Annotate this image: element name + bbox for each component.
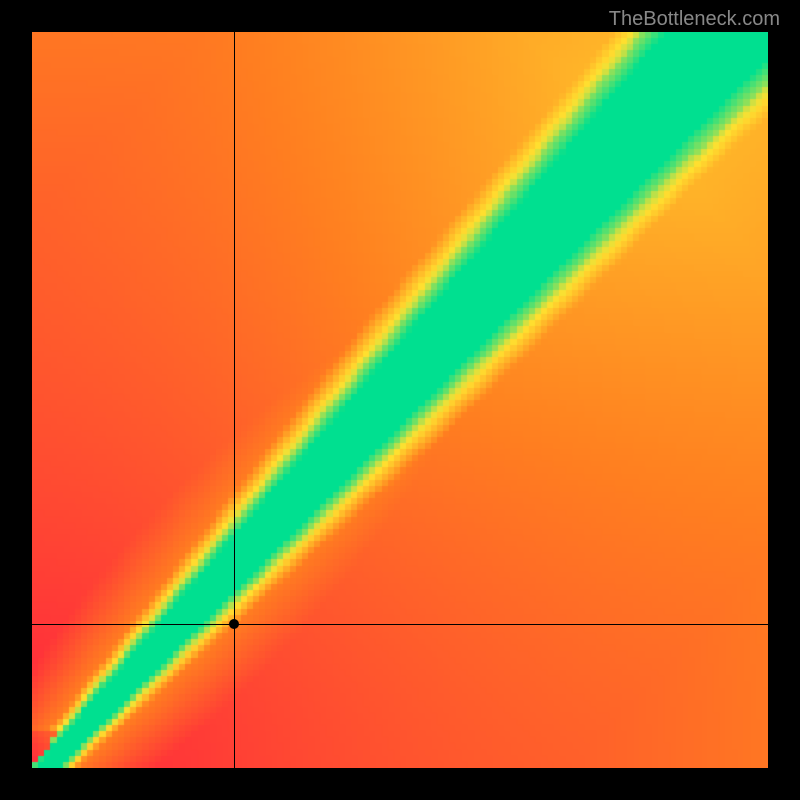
chart-container: TheBottleneck.com xyxy=(0,0,800,800)
data-point xyxy=(229,619,239,629)
crosshair-horizontal xyxy=(32,624,768,625)
crosshair-vertical xyxy=(234,32,235,768)
heatmap-canvas xyxy=(32,32,768,768)
watermark-label: TheBottleneck.com xyxy=(609,8,780,31)
plot-area xyxy=(32,32,768,768)
